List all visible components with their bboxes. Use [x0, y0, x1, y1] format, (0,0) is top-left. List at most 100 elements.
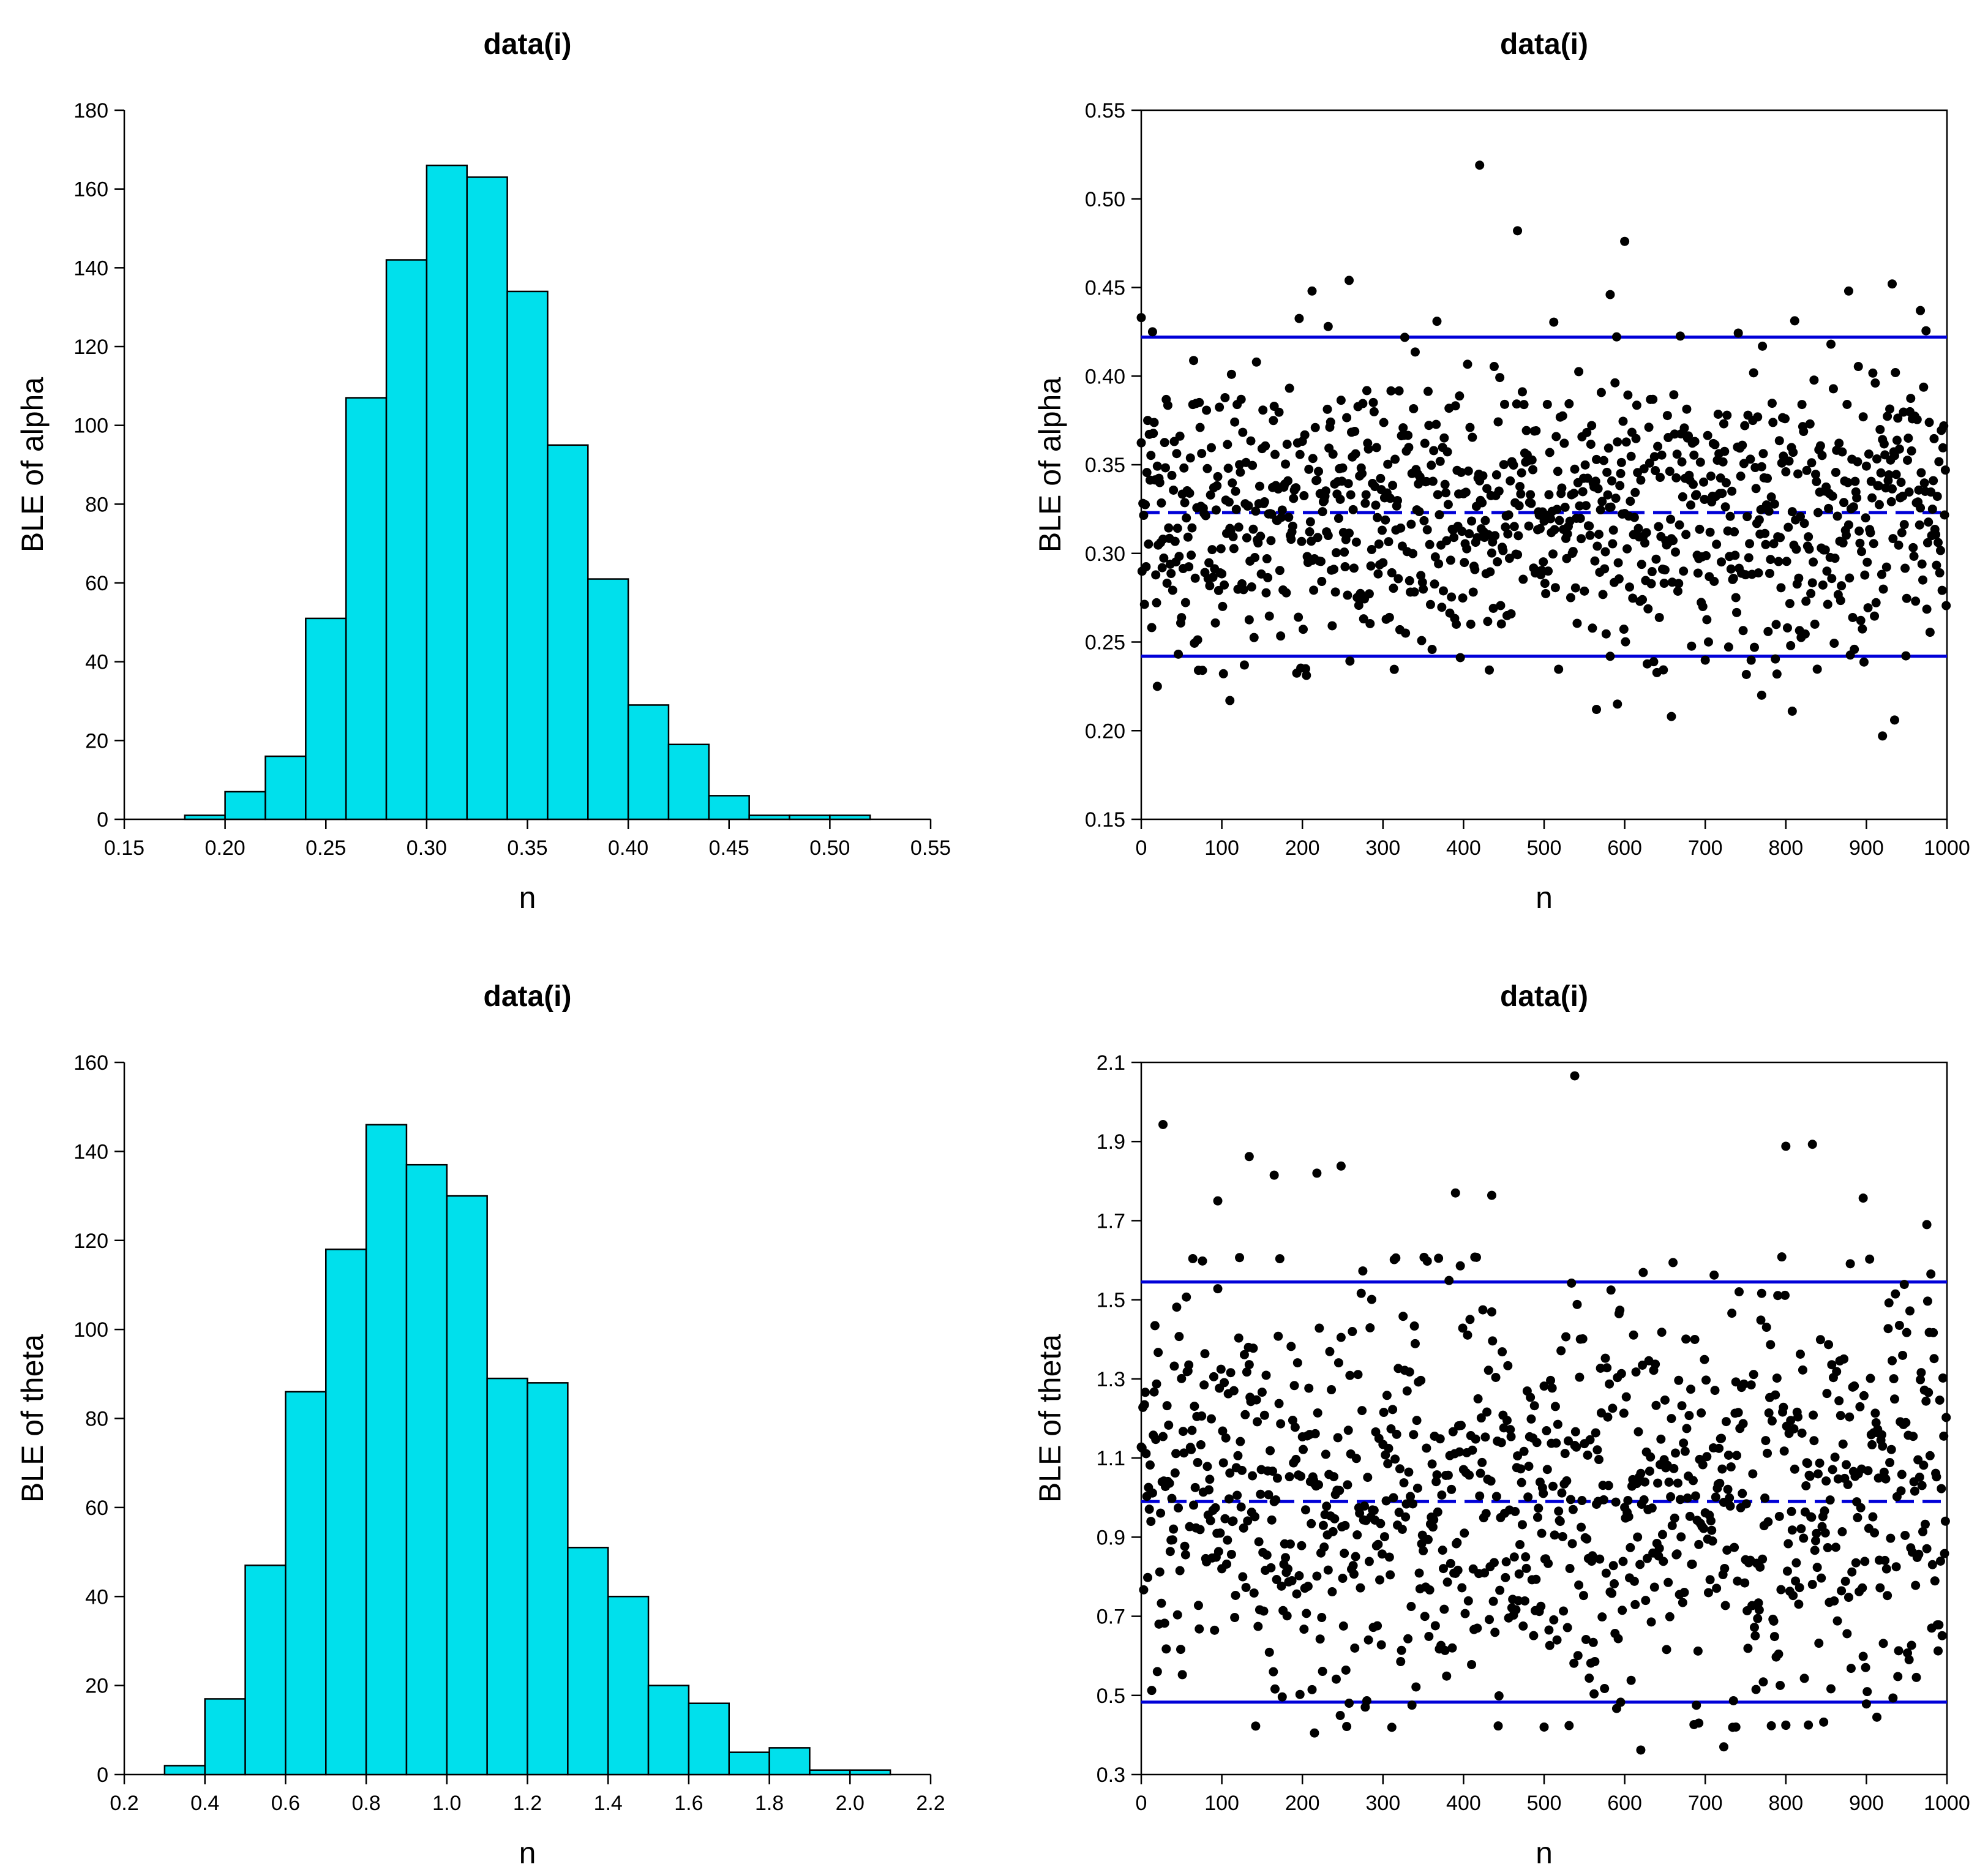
data-point: [1613, 558, 1623, 568]
histogram-bar: [506, 290, 549, 821]
data-point: [1684, 1411, 1694, 1421]
data-point: [1673, 586, 1682, 596]
data-point: [1430, 1621, 1440, 1631]
data-point: [1831, 1542, 1840, 1552]
data-point: [1174, 1332, 1184, 1342]
data-point: [1608, 1403, 1618, 1413]
x-tick-label: 200: [1285, 1792, 1320, 1815]
data-point: [1583, 1450, 1592, 1460]
data-point-outlier: [1269, 1170, 1279, 1180]
data-point: [1329, 565, 1339, 574]
data-point: [1152, 598, 1161, 607]
data-point: [1698, 602, 1708, 612]
data-point: [1901, 651, 1911, 661]
data-point: [1149, 418, 1159, 427]
data-point: [1376, 473, 1386, 483]
data-point: [1410, 347, 1420, 357]
data-point: [1193, 1457, 1202, 1467]
data-point: [1701, 1375, 1711, 1385]
data-point: [1786, 1416, 1796, 1426]
data-point: [1223, 1535, 1232, 1545]
data-point: [1730, 527, 1739, 537]
data-point: [1757, 462, 1766, 471]
data-point: [1766, 555, 1776, 565]
data-point: [1831, 467, 1840, 477]
y-tick-label: 120: [73, 1230, 108, 1253]
data-point: [1251, 1395, 1261, 1405]
data-point: [1250, 1512, 1260, 1522]
data-point: [1286, 1342, 1296, 1351]
data-point: [1144, 1504, 1154, 1514]
data-point: [1592, 454, 1602, 464]
data-point: [1581, 501, 1591, 511]
data-point: [1670, 429, 1679, 439]
data-point: [1746, 454, 1755, 464]
data-point: [1435, 1434, 1445, 1444]
data-point: [1569, 489, 1579, 498]
data-point: [1401, 1512, 1411, 1522]
data-point: [1156, 1508, 1166, 1518]
data-point: [1758, 341, 1768, 351]
data-point: [1175, 431, 1185, 441]
data-point: [1664, 1577, 1673, 1587]
x-tick-label: 0.15: [104, 836, 144, 860]
histogram-bar: [466, 176, 508, 821]
data-point: [1653, 1478, 1663, 1488]
data-point: [1586, 440, 1596, 449]
data-point: [1934, 457, 1944, 467]
data-point: [1480, 1568, 1490, 1578]
data-point: [1435, 456, 1445, 466]
data-point: [1870, 611, 1880, 621]
data-point: [1551, 432, 1561, 441]
data-point: [1556, 1346, 1566, 1356]
data-point: [1248, 460, 1258, 470]
data-point: [1514, 1596, 1523, 1606]
data-point: [1782, 1566, 1792, 1576]
histogram-bar: [809, 1769, 851, 1776]
data-point: [1575, 514, 1585, 524]
data-point: [1724, 642, 1733, 652]
data-point-outlier: [1844, 286, 1853, 296]
x-tick-label: 0: [1136, 836, 1147, 860]
data-point: [1458, 593, 1468, 603]
data-point-outlier: [1781, 1141, 1791, 1151]
data-point: [1763, 626, 1773, 636]
data-point: [1494, 1691, 1504, 1701]
data-point: [1259, 497, 1269, 507]
data-point: [1501, 1572, 1510, 1582]
data-point-outlier: [1158, 1119, 1168, 1129]
data-point: [1804, 544, 1814, 554]
data-point: [1352, 1530, 1362, 1540]
data-point: [1668, 1258, 1678, 1268]
data-point: [1386, 1424, 1396, 1434]
data-point: [1218, 601, 1228, 611]
data-point: [1251, 357, 1261, 367]
data-point: [1364, 589, 1374, 599]
data-point: [1656, 473, 1665, 483]
data-point: [1452, 619, 1461, 629]
data-point: [1935, 568, 1945, 578]
data-point: [1343, 590, 1352, 600]
data-point: [1883, 1324, 1893, 1334]
data-point: [1160, 1618, 1169, 1628]
histogram-bar: [748, 814, 790, 821]
data-point: [1935, 1396, 1945, 1405]
data-point: [1331, 548, 1341, 558]
data-point: [1881, 1564, 1891, 1574]
data-point: [1420, 438, 1430, 448]
data-point: [1812, 664, 1822, 674]
data-point: [1845, 1259, 1855, 1269]
data-point: [1820, 545, 1830, 555]
x-tick-label: 1000: [1924, 836, 1970, 860]
data-point: [1162, 578, 1172, 588]
data-point: [1769, 1632, 1779, 1642]
data-point: [1238, 427, 1248, 437]
data-point: [1720, 1601, 1730, 1610]
data-point: [1285, 1539, 1295, 1549]
data-point: [1180, 1550, 1190, 1560]
data-point: [1318, 1667, 1327, 1677]
data-point: [1412, 1416, 1422, 1426]
data-point: [1574, 367, 1584, 377]
data-point: [1891, 1562, 1901, 1572]
data-point: [1209, 1372, 1218, 1381]
